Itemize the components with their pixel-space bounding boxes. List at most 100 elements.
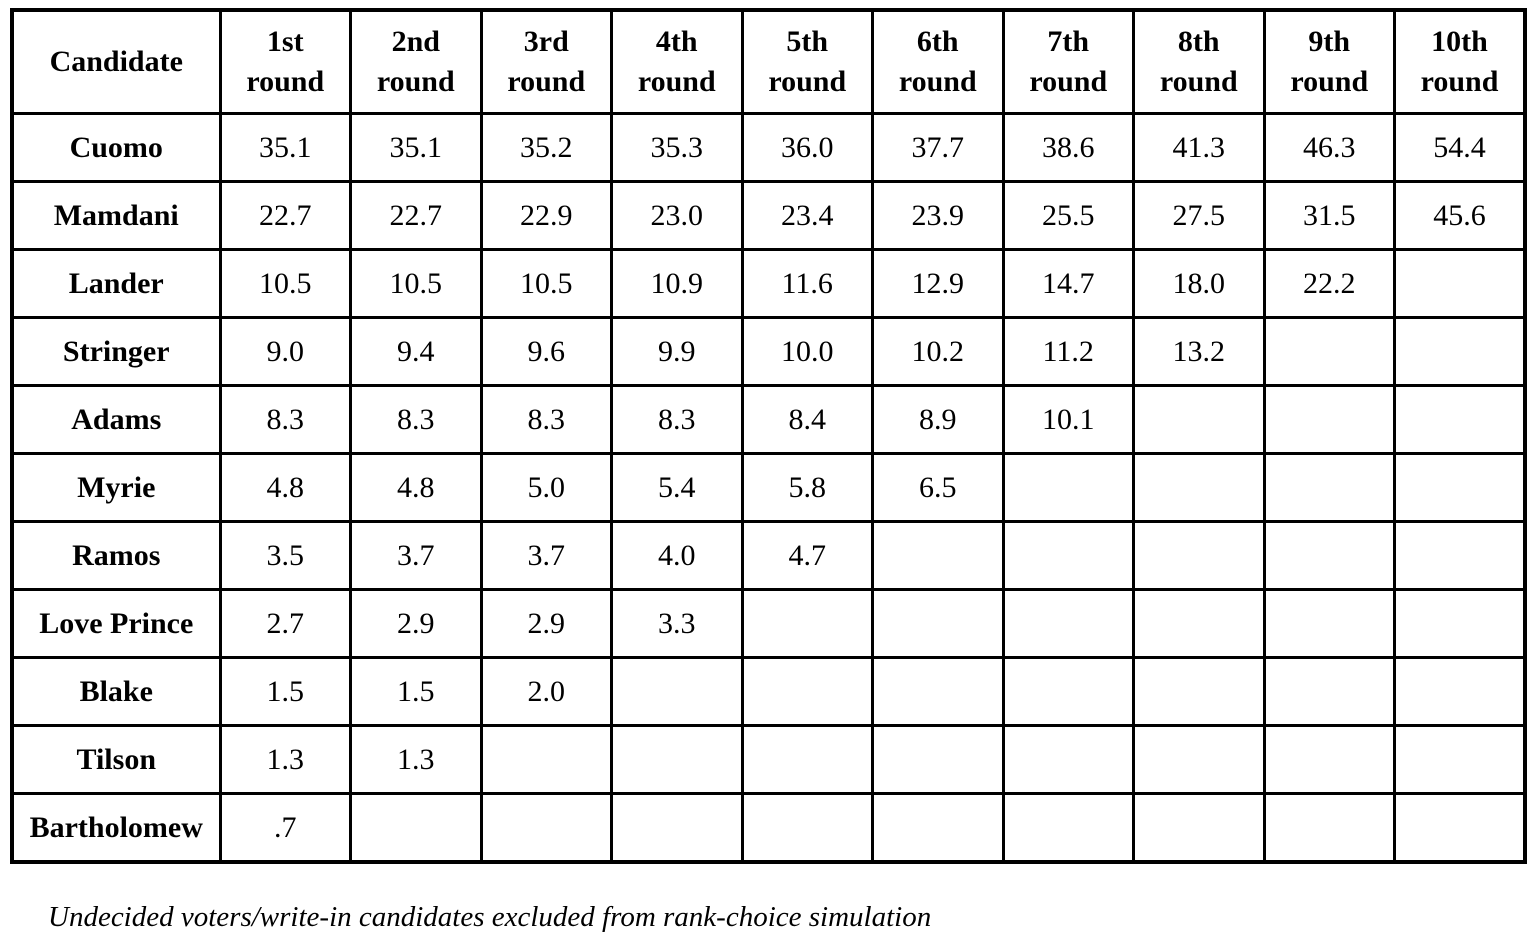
candidate-name-cell: Mamdani — [10, 180, 222, 251]
value-cell-round-6 — [871, 520, 1005, 591]
value-cell-round-1: 1.3 — [218, 724, 352, 795]
value-cell-round-7 — [1001, 656, 1135, 727]
value-cell-round-2: 3.7 — [349, 520, 483, 591]
value-cell-round-6: 12.9 — [871, 248, 1005, 319]
value-cell-round-10 — [1393, 588, 1527, 659]
round-ordinal-label: 9th — [1308, 25, 1351, 59]
candidate-name-cell: Lander — [10, 248, 222, 319]
round-word-label: round — [1159, 65, 1238, 98]
value-cell-round-10 — [1393, 792, 1527, 864]
round-ordinal-label: 2nd — [391, 25, 440, 59]
value-cell-round-3: 3.7 — [479, 520, 613, 591]
value-cell-round-6: 23.9 — [871, 180, 1005, 251]
value-cell-round-6: 10.2 — [871, 316, 1005, 387]
table-row-blake: Blake 1.5 1.5 2.0 — [10, 656, 1527, 727]
value-cell-round-9 — [1262, 792, 1396, 864]
table-row-cuomo: Cuomo 35.1 35.1 35.2 35.3 36.0 37.7 38.6 41.3 46.… — [10, 112, 1527, 183]
value-cell-round-1: 9.0 — [218, 316, 352, 387]
value-cell-round-5 — [740, 792, 874, 864]
value-cell-round-1: 1.5 — [218, 656, 352, 727]
value-cell-round-5: 8.4 — [740, 384, 874, 455]
value-cell-round-4 — [610, 656, 744, 727]
footnote: Undecided voters/write-in candidates exc… — [48, 901, 932, 933]
value-cell-round-8: 18.0 — [1132, 248, 1266, 319]
value-cell-round-3 — [479, 792, 613, 864]
value-cell-round-1: 35.1 — [218, 112, 352, 183]
table-row-mamdani: Mamdani 22.7 22.7 22.9 23.0 23.4 23.9 25.5 27.5 3… — [10, 180, 1527, 251]
value-cell-round-9: 46.3 — [1262, 112, 1396, 183]
round-word-label: round — [768, 65, 847, 98]
value-cell-round-2: 22.7 — [349, 180, 483, 251]
value-cell-round-8 — [1132, 520, 1266, 591]
value-cell-round-10 — [1393, 384, 1527, 455]
col-header-round-5: 5th round — [740, 8, 874, 115]
round-word-label: round — [898, 65, 977, 98]
candidate-name-cell: Myrie — [10, 452, 222, 523]
value-cell-round-2 — [349, 792, 483, 864]
round-word-label: round — [376, 65, 455, 98]
table-row-ramos: Ramos 3.5 3.7 3.7 4.0 4.7 — [10, 520, 1527, 591]
value-cell-round-3: 2.0 — [479, 656, 613, 727]
value-cell-round-10 — [1393, 656, 1527, 727]
value-cell-round-7: 11.2 — [1001, 316, 1135, 387]
round-word-label: round — [637, 65, 716, 98]
value-cell-round-3: 35.2 — [479, 112, 613, 183]
round-ordinal-label: 5th — [786, 25, 829, 59]
value-cell-round-3: 5.0 — [479, 452, 613, 523]
value-cell-round-5: 36.0 — [740, 112, 874, 183]
value-cell-round-10 — [1393, 316, 1527, 387]
round-ordinal-label: 10th — [1431, 25, 1488, 59]
value-cell-round-6: 8.9 — [871, 384, 1005, 455]
value-cell-round-2: 10.5 — [349, 248, 483, 319]
value-cell-round-4: 35.3 — [610, 112, 744, 183]
value-cell-round-8 — [1132, 656, 1266, 727]
value-cell-round-4: 4.0 — [610, 520, 744, 591]
round-word-label: round — [246, 65, 325, 98]
value-cell-round-9 — [1262, 520, 1396, 591]
value-cell-round-3: 9.6 — [479, 316, 613, 387]
candidate-name-cell: Blake — [10, 656, 222, 727]
value-cell-round-10: 45.6 — [1393, 180, 1527, 251]
value-cell-round-5 — [740, 724, 874, 795]
candidate-name-cell: Cuomo — [10, 112, 222, 183]
value-cell-round-5: 4.7 — [740, 520, 874, 591]
value-cell-round-6: 6.5 — [871, 452, 1005, 523]
value-cell-round-7: 25.5 — [1001, 180, 1135, 251]
round-ordinal-label: 7th — [1047, 25, 1090, 59]
table-row-tilson: Tilson 1.3 1.3 — [10, 724, 1527, 795]
candidate-name-cell: Ramos — [10, 520, 222, 591]
table-row-bartholomew: Bartholomew .7 — [10, 792, 1527, 864]
col-header-round-10: 10th round — [1393, 8, 1527, 115]
value-cell-round-3 — [479, 724, 613, 795]
value-cell-round-1: .7 — [218, 792, 352, 864]
value-cell-round-9: 31.5 — [1262, 180, 1396, 251]
table-row-love-prince: Love Prince 2.7 2.9 2.9 3.3 — [10, 588, 1527, 659]
table-row-stringer: Stringer 9.0 9.4 9.6 9.9 10.0 10.2 11.2 13.2 — [10, 316, 1527, 387]
value-cell-round-10 — [1393, 520, 1527, 591]
round-ordinal-label: 3rd — [523, 25, 569, 59]
value-cell-round-4: 10.9 — [610, 248, 744, 319]
round-word-label: round — [507, 65, 586, 98]
value-cell-round-4 — [610, 792, 744, 864]
value-cell-round-4: 5.4 — [610, 452, 744, 523]
value-cell-round-7 — [1001, 452, 1135, 523]
col-header-round-2: 2nd round — [349, 8, 483, 115]
value-cell-round-9 — [1262, 384, 1396, 455]
value-cell-round-6 — [871, 792, 1005, 864]
value-cell-round-10 — [1393, 248, 1527, 319]
round-word-label: round — [1290, 65, 1369, 98]
table-row-adams: Adams 8.3 8.3 8.3 8.3 8.4 8.9 10.1 — [10, 384, 1527, 455]
header-row: Candidate 1st round 2nd round 3rd round 4th rou… — [10, 8, 1527, 115]
value-cell-round-8 — [1132, 588, 1266, 659]
value-cell-round-5 — [740, 656, 874, 727]
round-word-label: round — [1029, 65, 1108, 98]
table-row-myrie: Myrie 4.8 4.8 5.0 5.4 5.8 6.5 — [10, 452, 1527, 523]
value-cell-round-8 — [1132, 452, 1266, 523]
value-cell-round-2: 1.5 — [349, 656, 483, 727]
candidate-name-cell: Tilson — [10, 724, 222, 795]
value-cell-round-3: 10.5 — [479, 248, 613, 319]
value-cell-round-7: 14.7 — [1001, 248, 1135, 319]
table-body: Cuomo 35.1 35.1 35.2 35.3 36.0 37.7 38.6 41.3 46.… — [10, 112, 1527, 864]
value-cell-round-1: 4.8 — [218, 452, 352, 523]
